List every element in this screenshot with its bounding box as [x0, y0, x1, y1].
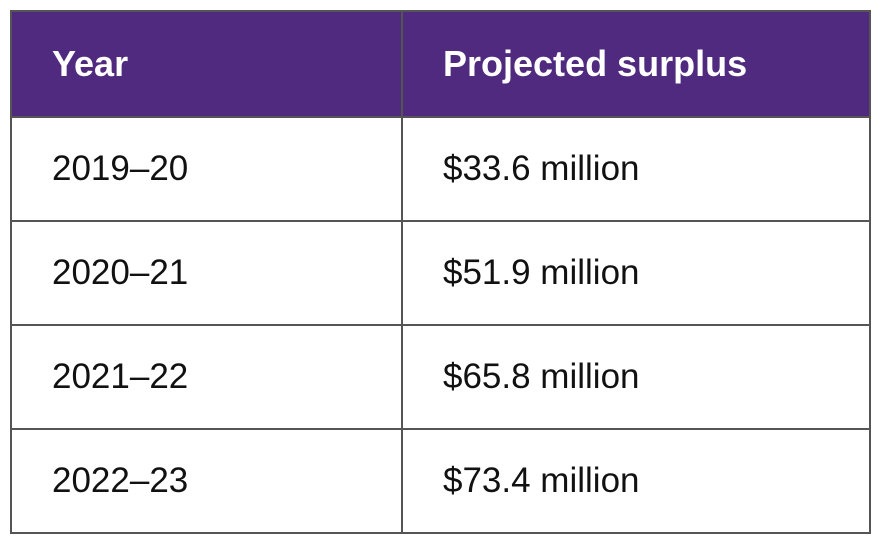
- surplus-cell: $51.9 million: [401, 220, 871, 326]
- year-cell: 2019–20: [10, 116, 403, 222]
- surplus-cell: $65.8 million: [401, 324, 871, 430]
- surplus-cell: $73.4 million: [401, 428, 871, 534]
- year-cell: 2020–21: [10, 220, 403, 326]
- header-year: Year: [10, 10, 403, 118]
- year-cell: 2021–22: [10, 324, 403, 430]
- header-row: Year Projected surplus: [10, 10, 871, 118]
- surplus-cell: $33.6 million: [401, 116, 871, 222]
- header-projected-surplus: Projected surplus: [401, 10, 871, 118]
- surplus-table: Year Projected surplus 2019–20 $33.6 mil…: [10, 10, 871, 534]
- table-row: 2022–23 $73.4 million: [10, 428, 871, 534]
- table-row: 2020–21 $51.9 million: [10, 220, 871, 326]
- table-row: 2019–20 $33.6 million: [10, 116, 871, 222]
- table-row: 2021–22 $65.8 million: [10, 324, 871, 430]
- year-cell: 2022–23: [10, 428, 403, 534]
